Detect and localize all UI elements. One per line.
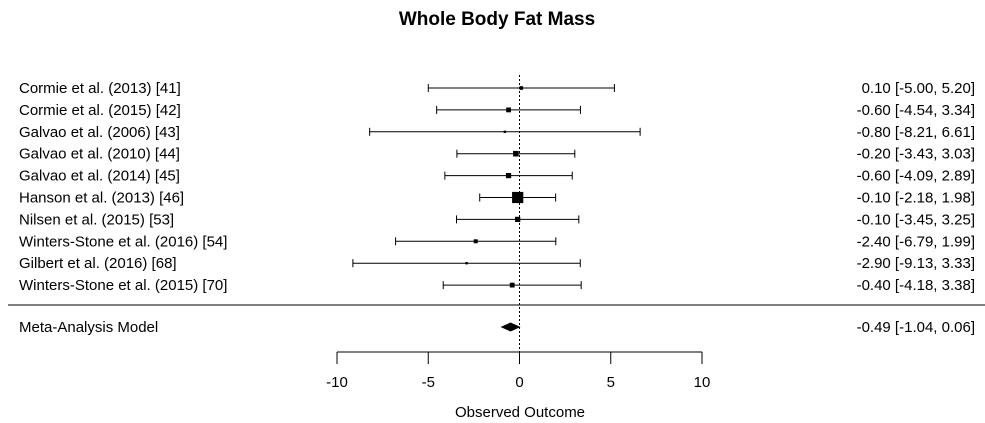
summary-diamond bbox=[500, 322, 521, 332]
x-tick-label: 5 bbox=[607, 374, 615, 391]
point-estimate-marker bbox=[519, 86, 524, 90]
study-row: Cormie et al. (2015) [42] -0.60 [-4.54, 3… bbox=[19, 102, 975, 119]
summary-label: Meta-Analysis Model bbox=[19, 319, 158, 336]
study-row: Winters-Stone et al. (2016) [54] -2.40 [-… bbox=[19, 233, 975, 250]
study-label: Winters-Stone et al. (2015) [70] bbox=[19, 277, 227, 294]
x-axis: -10 -5 0 5 10 bbox=[326, 351, 711, 391]
point-estimate-marker bbox=[515, 216, 521, 222]
point-estimate-marker bbox=[465, 262, 468, 265]
study-row: Hanson et al. (2013) [46] -0.10 [-2.18, 1… bbox=[19, 190, 975, 207]
study-label: Galvao et al. (2006) [43] bbox=[19, 124, 180, 141]
estimate-ci-label: -2.90 [-9.13, 3.33] bbox=[857, 255, 975, 272]
point-estimate-marker bbox=[513, 150, 519, 157]
study-label: Galvao et al. (2010) [44] bbox=[19, 146, 180, 163]
point-estimate-marker bbox=[503, 130, 507, 133]
estimate-ci-label: -0.60 [-4.09, 2.89] bbox=[857, 168, 975, 185]
study-row: Galvao et al. (2014) [45] -0.60 [-4.09, 2… bbox=[19, 168, 975, 185]
study-row: Galvao et al. (2006) [43] -0.80 [-8.21, 6… bbox=[19, 124, 975, 141]
study-rows: Cormie et al. (2013) [41] 0.10 [-5.00, 5.… bbox=[19, 80, 975, 294]
x-tick-label: 0 bbox=[515, 374, 523, 391]
study-label: Cormie et al. (2013) [41] bbox=[19, 80, 181, 97]
study-row: Galvao et al. (2010) [44] -0.20 [-3.43, 3… bbox=[19, 146, 975, 163]
point-estimate-marker bbox=[505, 173, 512, 179]
summary-row: Meta-Analysis Model -0.49 [-1.04, 0.06] bbox=[19, 319, 975, 336]
point-estimate-marker bbox=[506, 107, 511, 113]
chart-title: Whole Body Fat Mass bbox=[399, 9, 595, 30]
x-axis-label: Observed Outcome bbox=[455, 404, 585, 421]
estimate-ci-label: -0.40 [-4.18, 3.38] bbox=[857, 277, 975, 294]
study-row: Cormie et al. (2013) [41] 0.10 [-5.00, 5.… bbox=[19, 80, 975, 97]
point-estimate-marker bbox=[473, 239, 478, 244]
point-estimate-marker bbox=[509, 282, 515, 288]
x-tick-label: -5 bbox=[422, 374, 435, 391]
study-label: Hanson et al. (2013) [46] bbox=[19, 190, 184, 207]
estimate-ci-label: 0.10 [-5.00, 5.20] bbox=[862, 80, 975, 97]
x-tick-label: -10 bbox=[326, 374, 348, 391]
study-label: Cormie et al. (2015) [42] bbox=[19, 102, 181, 119]
estimate-ci-label: -0.80 [-8.21, 6.61] bbox=[857, 124, 975, 141]
estimate-ci-label: -2.40 [-6.79, 1.99] bbox=[857, 233, 975, 250]
study-label: Winters-Stone et al. (2016) [54] bbox=[19, 233, 227, 250]
study-row: Winters-Stone et al. (2015) [70] -0.40 [-… bbox=[19, 277, 975, 294]
study-row: Nilsen et al. (2015) [53] -0.10 [-3.45, 3… bbox=[19, 211, 975, 228]
study-label: Galvao et al. (2014) [45] bbox=[19, 168, 180, 185]
study-label: Nilsen et al. (2015) [53] bbox=[19, 211, 174, 228]
study-row: Gilbert et al. (2016) [68] -2.90 [-9.13, … bbox=[19, 255, 975, 272]
study-label: Gilbert et al. (2016) [68] bbox=[19, 255, 177, 272]
x-tick-label: 10 bbox=[694, 374, 711, 391]
summary-estimate-label: -0.49 [-1.04, 0.06] bbox=[857, 319, 975, 336]
point-estimate-marker bbox=[512, 191, 524, 204]
estimate-ci-label: -0.60 [-4.54, 3.34] bbox=[857, 102, 975, 119]
estimate-ci-label: -0.20 [-3.43, 3.03] bbox=[857, 146, 975, 163]
estimate-ci-label: -0.10 [-2.18, 1.98] bbox=[857, 190, 975, 207]
estimate-ci-label: -0.10 [-3.45, 3.25] bbox=[857, 211, 975, 228]
